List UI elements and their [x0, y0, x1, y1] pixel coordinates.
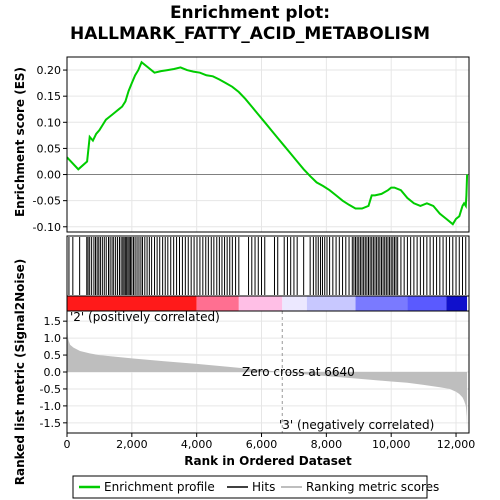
es-tick-label: 0.05	[37, 142, 62, 155]
metric-y-ticks: 1.5 1.0 0.5 0.0 -0.5 -1.0 -1.5	[40, 315, 67, 430]
band-segment	[446, 296, 468, 311]
x-axis-ticks: 0 2,000 4,000 6,000 8,000 10,000 12,000	[64, 433, 476, 451]
band-segment	[238, 296, 283, 311]
metric-tick-label: 0.5	[44, 349, 62, 362]
chart-title-line2: HALLMARK_FATTY_ACID_METABOLISM	[70, 24, 430, 44]
legend-item-hits: Hits	[252, 480, 275, 494]
x-axis-label: Rank in Ordered Dataset	[184, 454, 352, 468]
metric-y-axis-label: Ranked list metric (Signal2Noise)	[13, 259, 27, 486]
zero-cross-label: Zero cross at 6640	[242, 365, 355, 379]
x-tick-label: 10,000	[372, 438, 411, 451]
metric-tick-label: -0.5	[40, 383, 61, 396]
hits-panel	[66, 235, 470, 297]
band-segment	[306, 296, 356, 311]
legend-item-profile: Enrichment profile	[104, 480, 215, 494]
x-tick-label: 12,000	[437, 438, 476, 451]
band-segment	[67, 296, 197, 311]
es-tick-label: 0.00	[37, 169, 62, 182]
legend-item-metric: Ranking metric scores	[306, 480, 439, 494]
chart-title-line1: Enrichment plot:	[170, 3, 330, 23]
band-segment	[355, 296, 408, 311]
x-tick-label: 0	[64, 438, 71, 451]
hit-marks	[68, 237, 467, 295]
metric-tick-label: -1.0	[40, 400, 61, 413]
legend-box	[72, 475, 428, 499]
es-profile-line	[66, 60, 469, 226]
band-segment	[196, 296, 239, 311]
metric-tick-label: 1.5	[44, 315, 62, 328]
es-tick-label: 0.10	[37, 116, 62, 129]
es-tick-label: -0.05	[33, 195, 61, 208]
es-tick-label: 0.20	[37, 64, 62, 77]
es-y-ticks: 0.20 0.15 0.10 0.05 0.00 -0.05 -0.10	[33, 64, 67, 234]
ranking-metric-area	[67, 316, 468, 430]
positive-correlation-label: '2' (positively correlated)	[70, 310, 220, 324]
band-segment	[407, 296, 447, 311]
hits-frame	[66, 235, 470, 297]
x-tick-label: 2,000	[116, 438, 148, 451]
es-panel: 0.20 0.15 0.10 0.05 0.00 -0.05 -0.10 Enrichmen…	[13, 56, 470, 234]
es-plot-bg	[67, 57, 469, 232]
metric-panel: 1.5 1.0 0.5 0.0 -0.5 -1.0 -1.5 '2' (positively…	[13, 259, 470, 486]
es-tick-label: -0.10	[33, 221, 61, 234]
metric-tick-label: -1.5	[40, 417, 61, 430]
band-segment	[282, 296, 307, 311]
negative-correlation-label: '3' (negatively correlated)	[279, 418, 434, 432]
x-tick-label: 8,000	[311, 438, 343, 451]
x-tick-label: 4,000	[181, 438, 213, 451]
es-plot-frame	[66, 56, 470, 233]
es-tick-label: 0.15	[37, 90, 62, 103]
x-tick-label: 6,000	[246, 438, 278, 451]
legend: Enrichment profile Hits Ranking metric s…	[72, 475, 439, 499]
es-y-axis-label: Enrichment score (ES)	[13, 67, 27, 217]
ranking-color-band	[66, 295, 470, 312]
metric-tick-label: 0.0	[44, 366, 62, 379]
metric-tick-label: 1.0	[44, 332, 62, 345]
